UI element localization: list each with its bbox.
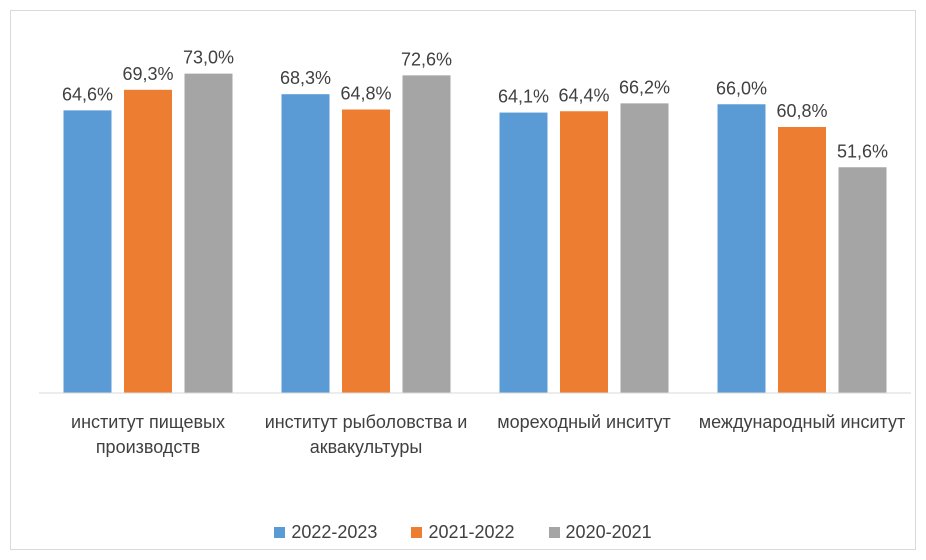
x-tick-label: институт пищевых производств [71, 412, 225, 457]
legend-label: 2021-2022 [428, 522, 515, 542]
legend-label: 2022-2023 [291, 522, 378, 542]
data-label: 51,6% [837, 141, 888, 161]
bar [342, 109, 390, 393]
legend-item: 2022-2023 [274, 522, 377, 543]
bar [778, 127, 826, 393]
legend-swatch [274, 527, 286, 538]
bar [499, 112, 548, 393]
legend: 2022-2023 2021-2022 2020-2021 [0, 522, 926, 543]
x-tick-label: мореходный инситут [497, 412, 671, 432]
data-label: 69,3% [122, 64, 173, 84]
data-label: 72,6% [401, 49, 452, 69]
legend-item: 2020-2021 [548, 522, 652, 543]
data-label: 60,8% [776, 101, 827, 121]
bar [63, 110, 112, 393]
data-label: 64,4% [558, 85, 609, 105]
bar [620, 103, 669, 393]
bar [717, 104, 766, 393]
bar [560, 111, 608, 393]
bar [184, 73, 233, 393]
bar [402, 75, 451, 393]
legend-label: 2020-2021 [565, 522, 652, 542]
data-label: 66,0% [716, 78, 767, 98]
data-label: 73,0% [183, 48, 234, 68]
bar [838, 167, 887, 393]
legend-swatch [548, 527, 560, 538]
data-label: 64,1% [498, 87, 549, 107]
legend-item: 2021-2022 [411, 522, 515, 543]
bar [281, 94, 330, 393]
x-tick-label: международный инситут [698, 412, 906, 432]
data-label: 68,3% [280, 68, 331, 88]
data-label: 66,2% [619, 77, 670, 97]
data-label: 64,6% [62, 84, 113, 104]
data-label: 64,8% [340, 84, 391, 104]
legend-swatch [411, 527, 423, 538]
bar [124, 89, 172, 393]
x-tick-label: институт рыболовства и аквакультуры [264, 412, 468, 457]
